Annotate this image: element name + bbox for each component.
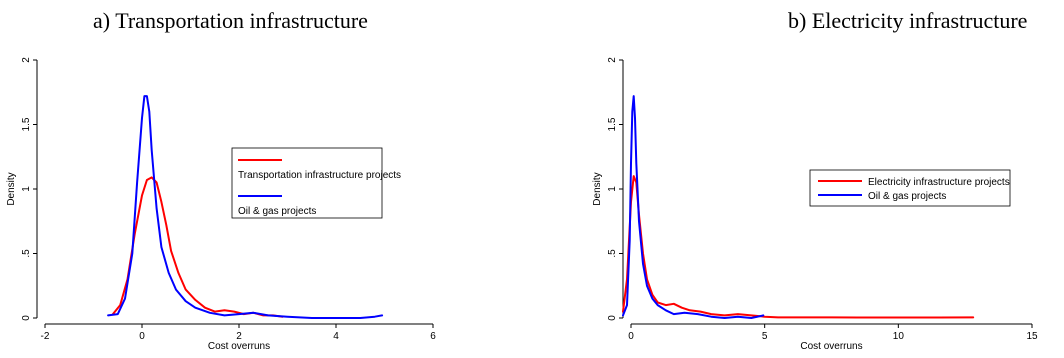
series-line-oil-gas <box>622 95 765 319</box>
legend-label: Electricity infrastructure projects <box>868 177 1010 188</box>
y-tick-label: .5 <box>607 249 618 258</box>
y-tick-label: 1.5 <box>21 117 32 131</box>
x-tick-label: 4 <box>333 331 339 342</box>
series-line-oil-gas <box>107 95 384 319</box>
x-tick-label: 10 <box>893 331 905 342</box>
x-tick-label: 2 <box>236 331 242 342</box>
y-tick-label: 2 <box>21 57 32 63</box>
x-tick-label: 15 <box>1026 331 1038 342</box>
legend-box <box>809 169 1011 207</box>
panel-a-title: a) Transportation infrastructure <box>93 8 368 33</box>
x-axis-label: Cost overruns <box>208 341 270 352</box>
x-tick-label: -2 <box>41 331 50 342</box>
x-tick-label: 5 <box>762 331 768 342</box>
y-tick-label: 0 <box>607 315 618 321</box>
legend-label: Oil & gas projects <box>238 206 316 217</box>
y-tick-label: 1 <box>21 186 32 192</box>
y-tick-label: 1 <box>607 186 618 192</box>
y-axis-label: Density <box>6 172 17 205</box>
x-tick-label: 0 <box>628 331 634 342</box>
y-tick-label: 1.5 <box>607 117 618 131</box>
y-axis-label: Density <box>592 172 603 205</box>
legend-label: Transportation infrastructure projects <box>238 170 401 181</box>
panel-b-title: b) Electricity infrastructure <box>788 8 1028 33</box>
x-axis-label: Cost overruns <box>800 341 862 352</box>
y-tick-label: 0 <box>21 315 32 321</box>
x-tick-label: 0 <box>139 331 145 342</box>
y-tick-label: .5 <box>21 249 32 258</box>
legend-label: Oil & gas projects <box>868 191 946 202</box>
x-tick-label: 6 <box>430 331 436 342</box>
y-tick-label: 2 <box>607 57 618 63</box>
